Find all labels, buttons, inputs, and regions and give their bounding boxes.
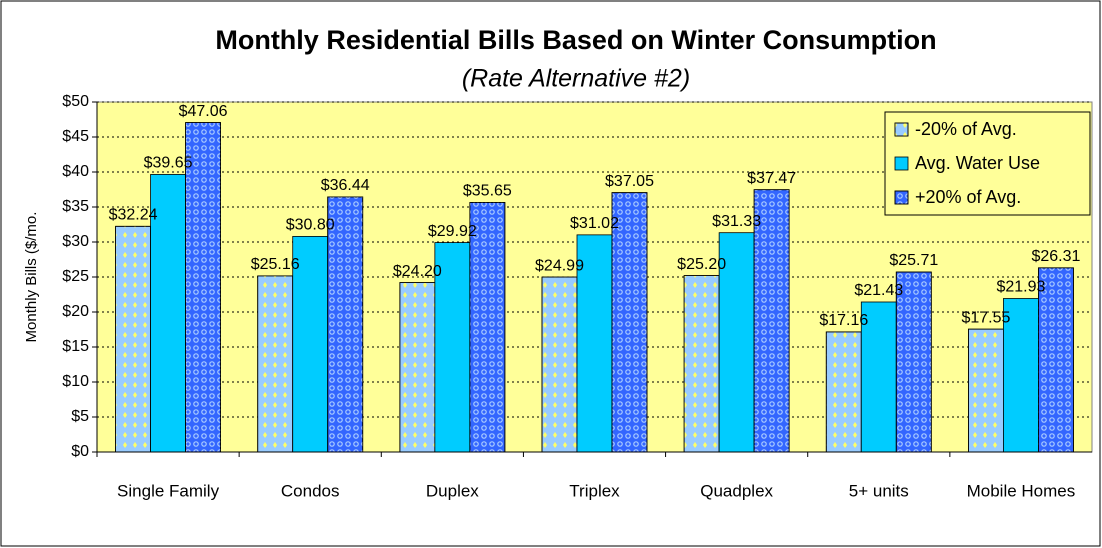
bar-pattern: [257, 275, 294, 453]
data-label: $29.92: [428, 223, 477, 240]
y-tick-label: $5: [71, 408, 89, 425]
legend: [884, 111, 1091, 216]
legend-label: Avg. Water Use: [915, 153, 1040, 173]
x-tick-label: 5+ units: [849, 481, 909, 500]
bar-pattern: [894, 122, 909, 137]
y-tick-label: $35: [62, 198, 89, 215]
y-tick-label: $30: [62, 233, 89, 250]
x-tick-label: Mobile Homes: [967, 481, 1076, 500]
y-tick-label: $0: [71, 443, 89, 460]
chart-title: Monthly Residential Bills Based on Winte…: [215, 25, 936, 55]
data-label: $24.20: [393, 263, 442, 280]
data-label: $25.71: [889, 252, 938, 269]
y-tick-label: $45: [62, 128, 89, 145]
bar-pattern: [399, 282, 436, 453]
y-tick-label: $25: [62, 268, 89, 285]
y-tick-label: $10: [62, 373, 89, 390]
data-label: $25.20: [677, 256, 726, 273]
x-tick-label: Triplex: [569, 481, 620, 500]
y-tick-label: $20: [62, 303, 89, 320]
x-tick-label: Quadplex: [700, 481, 773, 500]
bar-pattern: [185, 122, 221, 453]
data-label: $37.47: [747, 170, 796, 187]
bar-pattern: [327, 196, 364, 453]
bar-pattern: [683, 275, 720, 453]
data-label: $31.02: [570, 215, 619, 232]
legend-label: -20% of Avg.: [915, 119, 1017, 139]
bar-pattern: [968, 328, 1004, 453]
x-tick-label: Duplex: [426, 481, 479, 500]
bar-pattern: [115, 225, 151, 453]
data-label: $24.99: [535, 257, 584, 274]
data-label: $17.55: [961, 309, 1010, 326]
data-label: $39.65: [144, 155, 193, 172]
bar-pattern: [894, 190, 909, 205]
data-label: $21.43: [854, 282, 903, 299]
x-tick-label: Single Family: [117, 481, 220, 500]
x-tick-label: Condos: [281, 481, 340, 500]
legend-label: +20% of Avg.: [915, 187, 1021, 207]
data-label: $30.80: [286, 217, 335, 234]
y-axis-label: Monthly Bills ($/mo.: [23, 212, 40, 343]
data-label: $47.06: [179, 103, 228, 120]
data-label: $17.16: [819, 312, 868, 329]
bar-pattern: [825, 331, 862, 453]
data-label: $32.24: [109, 207, 158, 224]
data-label: $26.31: [1031, 248, 1080, 265]
y-tick-label: $15: [62, 338, 89, 355]
bar-pattern: [753, 189, 790, 453]
bar: [576, 234, 613, 453]
bar: [894, 156, 909, 171]
data-label: $37.05: [605, 173, 654, 190]
bar-pattern: [469, 202, 506, 453]
bar: [150, 174, 186, 453]
bar-pattern: [895, 271, 932, 453]
data-label: $36.44: [321, 177, 370, 194]
data-label: $31.33: [712, 213, 761, 230]
y-tick-label: $40: [62, 163, 89, 180]
data-label: $21.93: [996, 279, 1045, 296]
y-tick-label: $50: [62, 93, 89, 110]
bar: [718, 232, 755, 453]
data-label: $25.16: [251, 256, 300, 273]
chart-subtitle: (Rate Alternative #2): [462, 65, 690, 93]
data-label: $35.65: [463, 183, 512, 200]
bar-pattern: [541, 276, 578, 453]
